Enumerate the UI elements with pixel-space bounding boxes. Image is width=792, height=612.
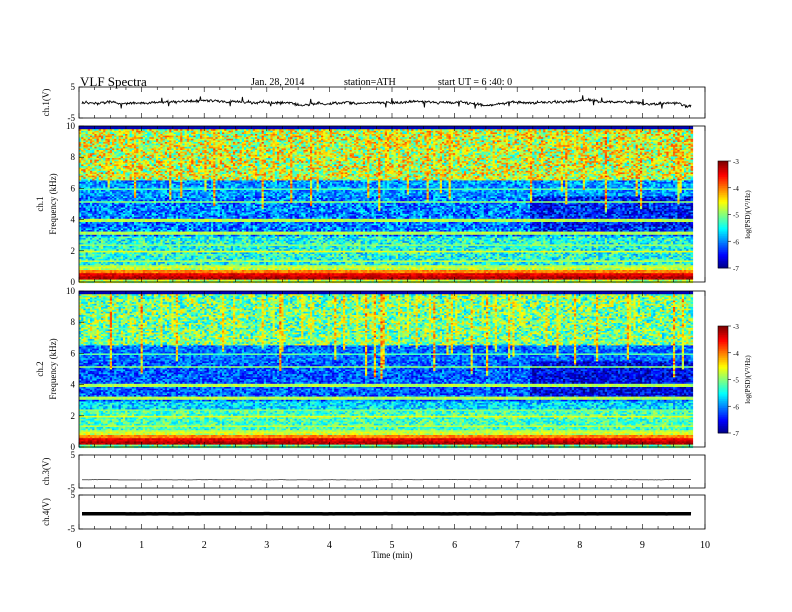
ch1-trace — [82, 95, 691, 108]
ch1-ylabel: ch.1(V) — [41, 89, 51, 117]
vlf-spectra-figure: 5-5ch.1(V)0246810ch.1 Frequency (kHz)-3-4… — [0, 0, 792, 612]
ch1-ytick-label: 5 — [71, 82, 76, 92]
sp1-heatmap — [79, 126, 693, 283]
